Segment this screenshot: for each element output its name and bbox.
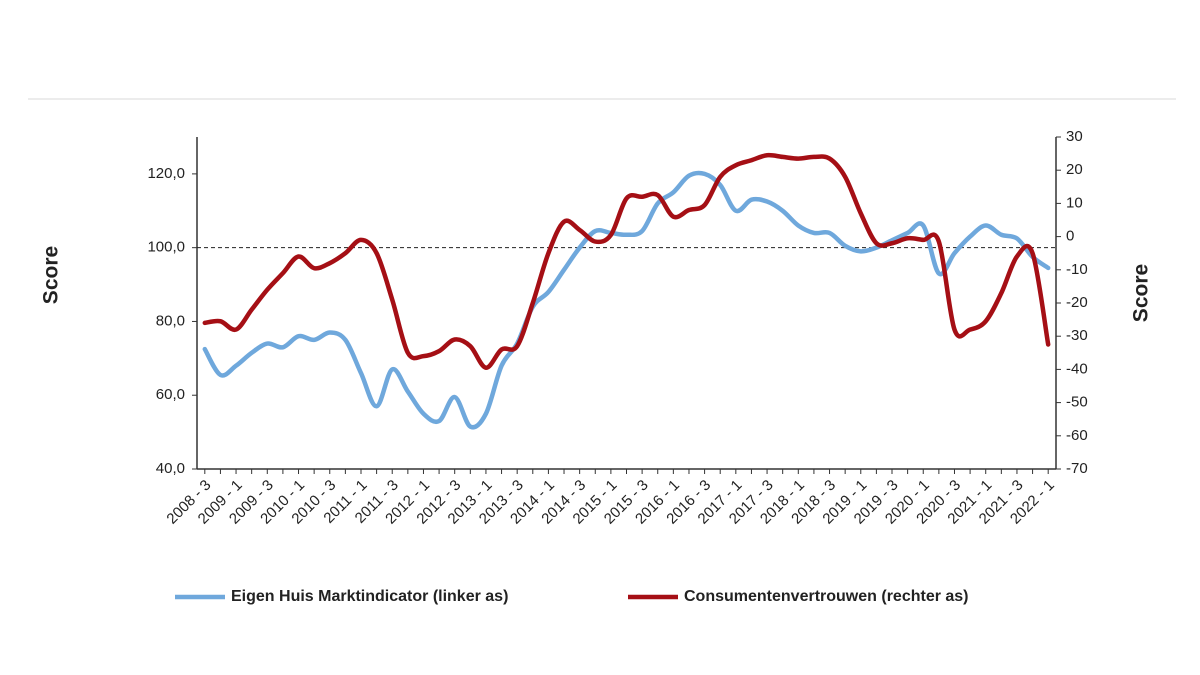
y-tick-label: 60,0	[156, 386, 185, 403]
y-axis-title: Score	[40, 246, 63, 304]
y2-tick-label: 20	[1066, 161, 1083, 178]
y-tick-label: 120,0	[147, 165, 185, 182]
y2-tick-label: -70	[1066, 460, 1088, 477]
y2-axis-title: Score	[1130, 264, 1153, 322]
series-line	[202, 152, 1051, 370]
series-line	[202, 170, 1051, 430]
y-tick-label: 80,0	[156, 312, 185, 329]
y2-tick-label: -60	[1066, 427, 1088, 444]
y-tick-label: 100,0	[147, 239, 185, 256]
y-tick-label: 40,0	[156, 460, 185, 477]
y2-tick-label: -50	[1066, 394, 1088, 411]
y2-tick-label: -40	[1066, 360, 1088, 377]
y2-tick-label: 0	[1066, 228, 1074, 245]
y2-tick-label: -20	[1066, 294, 1088, 311]
y2-tick-label: -10	[1066, 261, 1088, 278]
y2-tick-label: 10	[1066, 194, 1083, 211]
legend-label: Consumentenvertrouwen (rechter as)	[684, 588, 969, 605]
y2-tick-label: -30	[1066, 327, 1088, 344]
y2-tick-label: 30	[1066, 128, 1083, 145]
legend-label: Eigen Huis Marktindicator (linker as)	[231, 588, 508, 605]
